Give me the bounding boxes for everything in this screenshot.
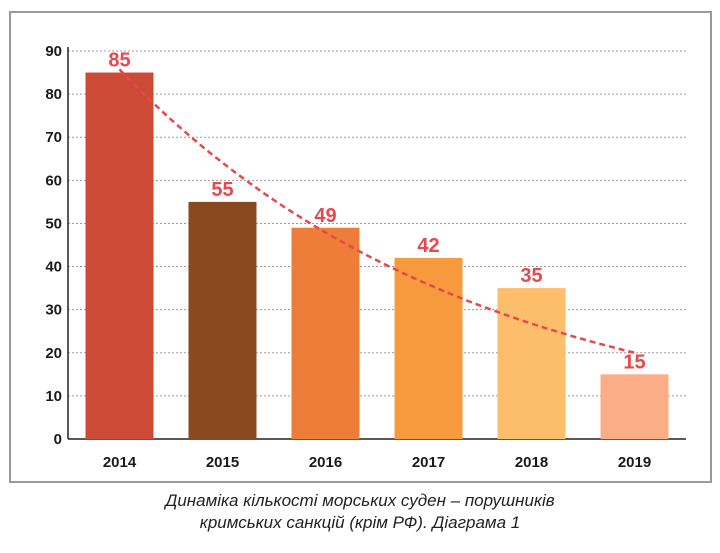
data-label-2016: 49 (314, 205, 336, 227)
data-label-2015: 55 (211, 179, 233, 201)
y-tick-labels: 0 10 20 30 40 50 60 70 80 90 (45, 43, 62, 448)
data-labels: 85 55 49 42 35 15 (108, 50, 645, 374)
y-tick-label: 80 (45, 86, 62, 103)
x-tick-label: 2014 (103, 454, 137, 471)
x-tick-label: 2016 (309, 454, 342, 471)
bar-2017 (394, 257, 463, 439)
data-label-2018: 35 (520, 265, 542, 287)
caption-line-1: Динаміка кількості морських суден – пору… (165, 491, 555, 510)
y-tick-label: 0 (54, 431, 62, 448)
x-tick-label: 2018 (515, 454, 548, 471)
y-tick-label: 40 (45, 259, 62, 276)
y-tick-label: 90 (45, 43, 62, 60)
bars (85, 72, 669, 440)
bar-2014 (85, 72, 154, 440)
data-label-2019: 15 (623, 351, 645, 373)
caption-line-2: кримських санкцій (крім РФ). Діаграма 1 (199, 513, 521, 532)
trendline-exponential (118, 68, 635, 354)
data-label-2017: 42 (417, 235, 439, 257)
y-tick-label: 30 (45, 302, 62, 319)
y-tick-label: 70 (45, 129, 62, 146)
bar-2016 (291, 227, 360, 439)
bar-2015 (188, 201, 257, 439)
bar-2018 (497, 288, 566, 439)
y-tick-label: 20 (45, 345, 62, 362)
chart-caption: Динаміка кількості морських суден – пору… (0, 490, 720, 534)
data-label-2014: 85 (108, 50, 130, 72)
x-tick-labels: 2014 2015 2016 2017 2018 2019 (103, 454, 651, 471)
x-tick-label: 2015 (206, 454, 239, 471)
bar-2019 (600, 374, 669, 439)
gridlines (68, 50, 686, 397)
y-tick-label: 60 (45, 172, 62, 189)
y-tick-label: 50 (45, 215, 62, 232)
axes (67, 47, 686, 440)
y-tick-label: 10 (45, 388, 62, 405)
x-tick-label: 2019 (618, 454, 651, 471)
trendline (118, 68, 635, 354)
x-tick-label: 2017 (412, 454, 445, 471)
